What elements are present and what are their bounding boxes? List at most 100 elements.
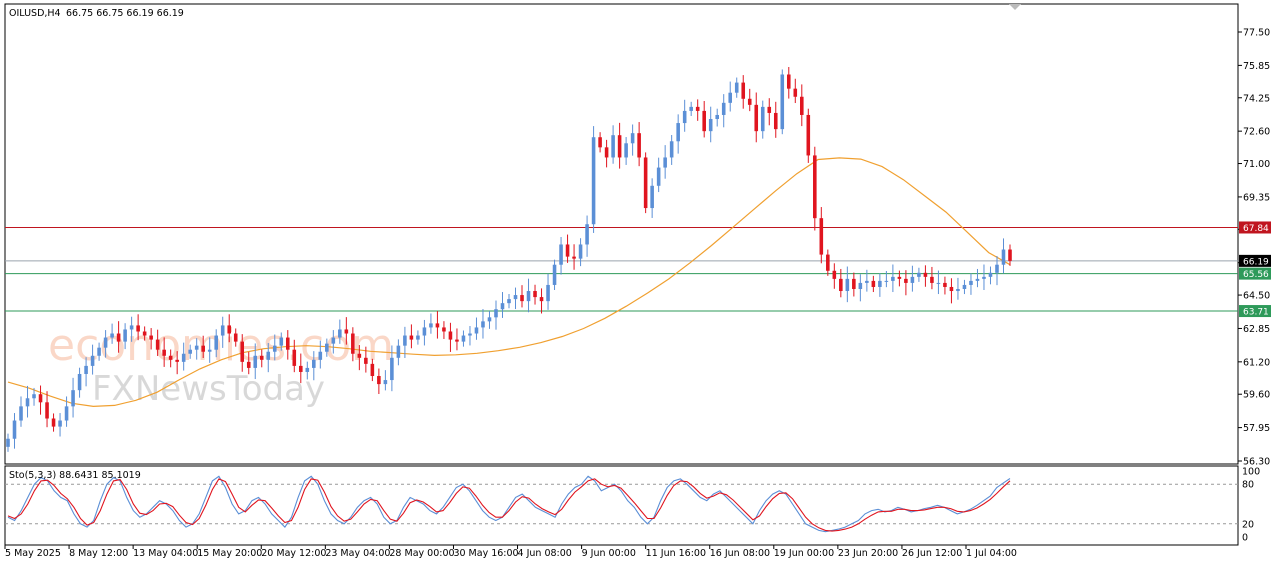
- candle-bull: [962, 284, 967, 289]
- candle-bear: [364, 357, 368, 364]
- candle-bear: [351, 333, 355, 354]
- candle-bull: [279, 337, 284, 346]
- x-tick-label: 5 May 2025: [5, 548, 61, 559]
- candle-bull: [188, 349, 192, 354]
- candle-bull: [845, 278, 850, 292]
- candle-bull: [77, 373, 82, 391]
- candle-bear: [565, 244, 570, 257]
- candle-bull: [650, 185, 654, 209]
- level-labels: 67.84 66.19 65.56 63.71: [1239, 221, 1271, 318]
- candle-bull: [975, 278, 980, 281]
- x-tick-label: 9 Jun 00:00: [582, 548, 636, 559]
- candle-bull: [84, 365, 88, 374]
- candle-bull: [468, 333, 472, 336]
- y-tick-label: 56.30: [1243, 457, 1270, 468]
- candle-bear: [1008, 249, 1012, 261]
- candle-bear: [839, 278, 843, 292]
- level-label-box: [1239, 305, 1271, 318]
- candle-bull: [32, 394, 36, 399]
- y-tick-label: 69.35: [1243, 192, 1270, 203]
- candle-bear: [175, 359, 179, 362]
- y-tick-label: 74.25: [1243, 93, 1270, 104]
- candle-bull: [865, 280, 869, 283]
- candle-bear: [949, 286, 954, 292]
- candle-bear: [773, 112, 778, 130]
- candle-bear: [695, 106, 700, 111]
- candle-bear: [930, 276, 934, 283]
- candle-bear: [604, 147, 609, 158]
- stoch-main-line: [7, 475, 1011, 533]
- level-label: 67.84: [1243, 224, 1269, 234]
- candle-bull: [728, 92, 733, 103]
- candle-bull: [760, 106, 765, 132]
- x-tick-label: 8 May 12:00: [69, 548, 128, 559]
- candle-bull: [500, 303, 505, 310]
- candle-bull: [734, 82, 739, 93]
- candle-bear: [539, 297, 544, 302]
- candle-bull: [214, 335, 218, 350]
- candle-bull: [331, 337, 336, 344]
- candle-bull: [507, 299, 511, 304]
- shift-marker: [1009, 4, 1021, 10]
- candle-bear: [168, 355, 173, 360]
- candle-bear: [435, 323, 440, 328]
- candle-bull: [689, 106, 693, 111]
- candle-bear: [448, 331, 453, 340]
- candles: [6, 67, 1012, 452]
- candle-bull: [90, 355, 95, 366]
- candle-bull: [669, 141, 674, 158]
- y-tick-label: 75.85: [1243, 61, 1270, 72]
- candle-bull: [559, 244, 563, 265]
- candle-bull: [272, 345, 277, 352]
- x-tick-label: 20 May 12:00: [261, 548, 326, 559]
- candle-bear: [136, 325, 140, 332]
- candle-bear: [806, 114, 811, 156]
- candle-bear: [409, 335, 414, 340]
- candle-bear: [51, 418, 56, 427]
- candle-bear: [344, 329, 349, 334]
- candle-bear: [45, 402, 49, 419]
- candle-bear: [747, 98, 752, 105]
- x-tick-label: 15 May 20:00: [197, 548, 262, 559]
- candle-bull: [325, 343, 329, 352]
- candle-bear: [800, 96, 804, 115]
- candle-bull: [123, 329, 127, 342]
- x-tick-label: 4 Jun 08:00: [518, 548, 572, 559]
- candle-bull: [585, 224, 589, 245]
- candle-bull: [663, 157, 667, 168]
- candle-bull: [253, 355, 258, 368]
- candle-bull: [207, 349, 212, 352]
- candle-bear: [259, 355, 264, 360]
- candle-bear: [702, 110, 706, 132]
- candle-bear: [741, 82, 746, 99]
- level-label: 63.71: [1243, 308, 1269, 318]
- candle-bear: [786, 74, 791, 89]
- candle-bull: [910, 276, 915, 283]
- x-tick-label: 26 Jun 12:00: [902, 548, 962, 559]
- candle-bull: [396, 345, 401, 358]
- stoch-tick-label: 80: [1242, 480, 1254, 491]
- candle-bear: [299, 365, 303, 372]
- candle-bear: [442, 327, 446, 332]
- candle-bull: [318, 351, 323, 360]
- y-tick-label: 59.60: [1243, 390, 1270, 401]
- candle-bull: [513, 295, 518, 300]
- candle-bull: [858, 282, 863, 289]
- stoch-signal-line: [7, 478, 1011, 532]
- candle-bull: [676, 123, 680, 142]
- candle-bear: [897, 276, 902, 279]
- candle-bull: [552, 264, 557, 285]
- candle-bull: [487, 317, 492, 322]
- x-tick-label: 13 May 04:00: [133, 548, 198, 559]
- candle-bull: [708, 119, 713, 132]
- chart-header-symbol: OILUSD,H4: [9, 8, 61, 19]
- candle-bull: [181, 353, 186, 362]
- candle-bull: [461, 335, 466, 342]
- x-tick-label: 1 Jul 04:00: [966, 548, 1017, 559]
- candle-bull: [682, 110, 687, 124]
- candle-bear: [246, 361, 251, 368]
- candle-bull: [969, 280, 973, 285]
- candle-bull: [630, 133, 635, 144]
- candle-bull: [494, 309, 498, 318]
